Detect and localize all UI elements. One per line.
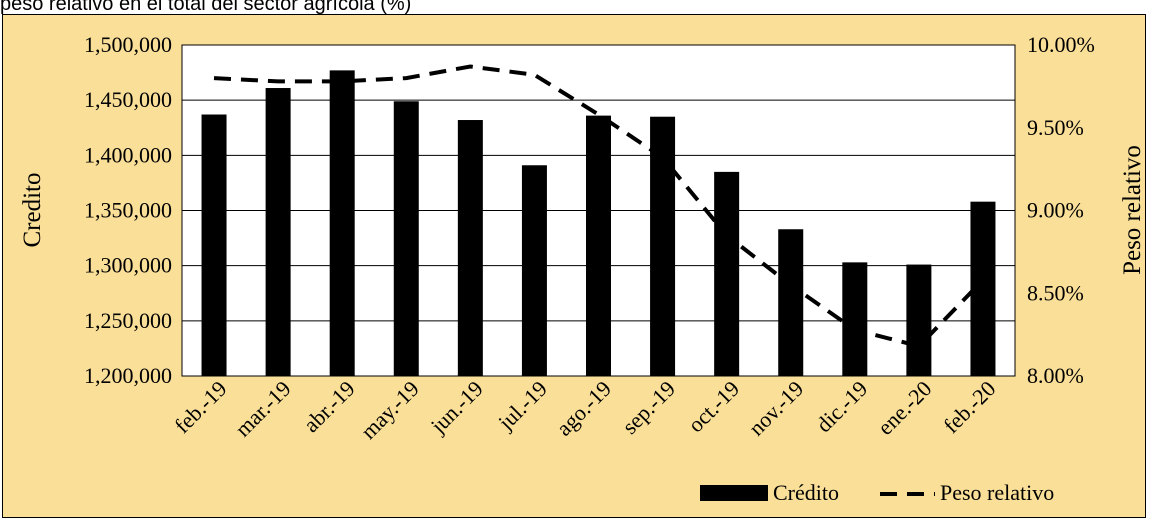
x-tick-label: may.-19 [356,376,424,444]
x-tick-label: jun.-19 [425,376,488,439]
x-tick-label: mar.-19 [230,376,296,442]
y2-tick-label: 10.00% [1027,32,1095,57]
x-tick-label: oct.-19 [683,376,744,437]
y2-tick-label: 8.00% [1027,363,1084,388]
y-tick-label: 1,250,000 [84,308,172,333]
y2-axis-label: Peso relativo [1119,145,1146,275]
peso-relativo-line [213,64,985,349]
legend-swatch-credito [700,485,768,501]
x-tick-label: feb.-20 [938,376,1000,438]
y-tick-label: 1,450,000 [84,87,172,112]
bar-series-credito [201,70,996,377]
bar-oct.-19 [714,171,740,376]
bar-ago.-19 [586,115,611,376]
chart-caption: peso relativo en el total del sector agr… [0,0,412,15]
bar-ene.-20 [906,264,932,376]
bar-jul.-19 [521,165,547,376]
bar-mar.-19 [265,88,291,376]
y-axis-right-ticks: 8.00% 8.50% 9.00% 9.50% 10.00% [1027,32,1095,388]
x-tick-label: sep.-19 [617,376,680,439]
x-tick-label: dic.-19 [811,376,872,437]
x-tick-label: nov.-19 [744,376,809,441]
x-tick-label: jul.-19 [493,376,552,435]
legend: Crédito Peso relativo [700,480,1054,505]
y-axis-left-ticks: 1,200,000 1,250,000 1,300,000 1,350,000 1,40… [84,32,172,388]
bar-may.-19 [393,101,419,377]
bar-nov.-19 [778,229,804,376]
bar-sep.-19 [650,116,676,376]
y2-tick-label: 9.00% [1027,198,1084,223]
line-series-peso-relativo [213,64,985,349]
y-tick-label: 1,200,000 [84,363,172,388]
x-tick-label: feb.-19 [169,376,231,438]
y2-tick-label: 8.50% [1027,280,1084,305]
bar-abr.-19 [329,70,355,377]
y-tick-label: 1,400,000 [84,142,172,167]
legend-label-credito: Crédito [773,480,839,505]
legend-label-peso-relativo: Peso relativo [940,480,1054,505]
y-tick-label: 1,300,000 [84,253,172,278]
x-tick-label: ago.-19 [551,376,616,441]
bar-feb.-19 [201,114,227,376]
x-tick-label: ene.-20 [873,376,937,440]
y-axis-label: Credito [19,173,46,248]
bar-dic.-19 [842,262,868,376]
x-tick-label: abr.-19 [298,376,359,437]
y-tick-label: 1,500,000 [84,32,172,57]
y-tick-label: 1,350,000 [84,198,172,223]
y2-tick-label: 9.50% [1027,115,1084,140]
bar-jun.-19 [457,120,483,376]
